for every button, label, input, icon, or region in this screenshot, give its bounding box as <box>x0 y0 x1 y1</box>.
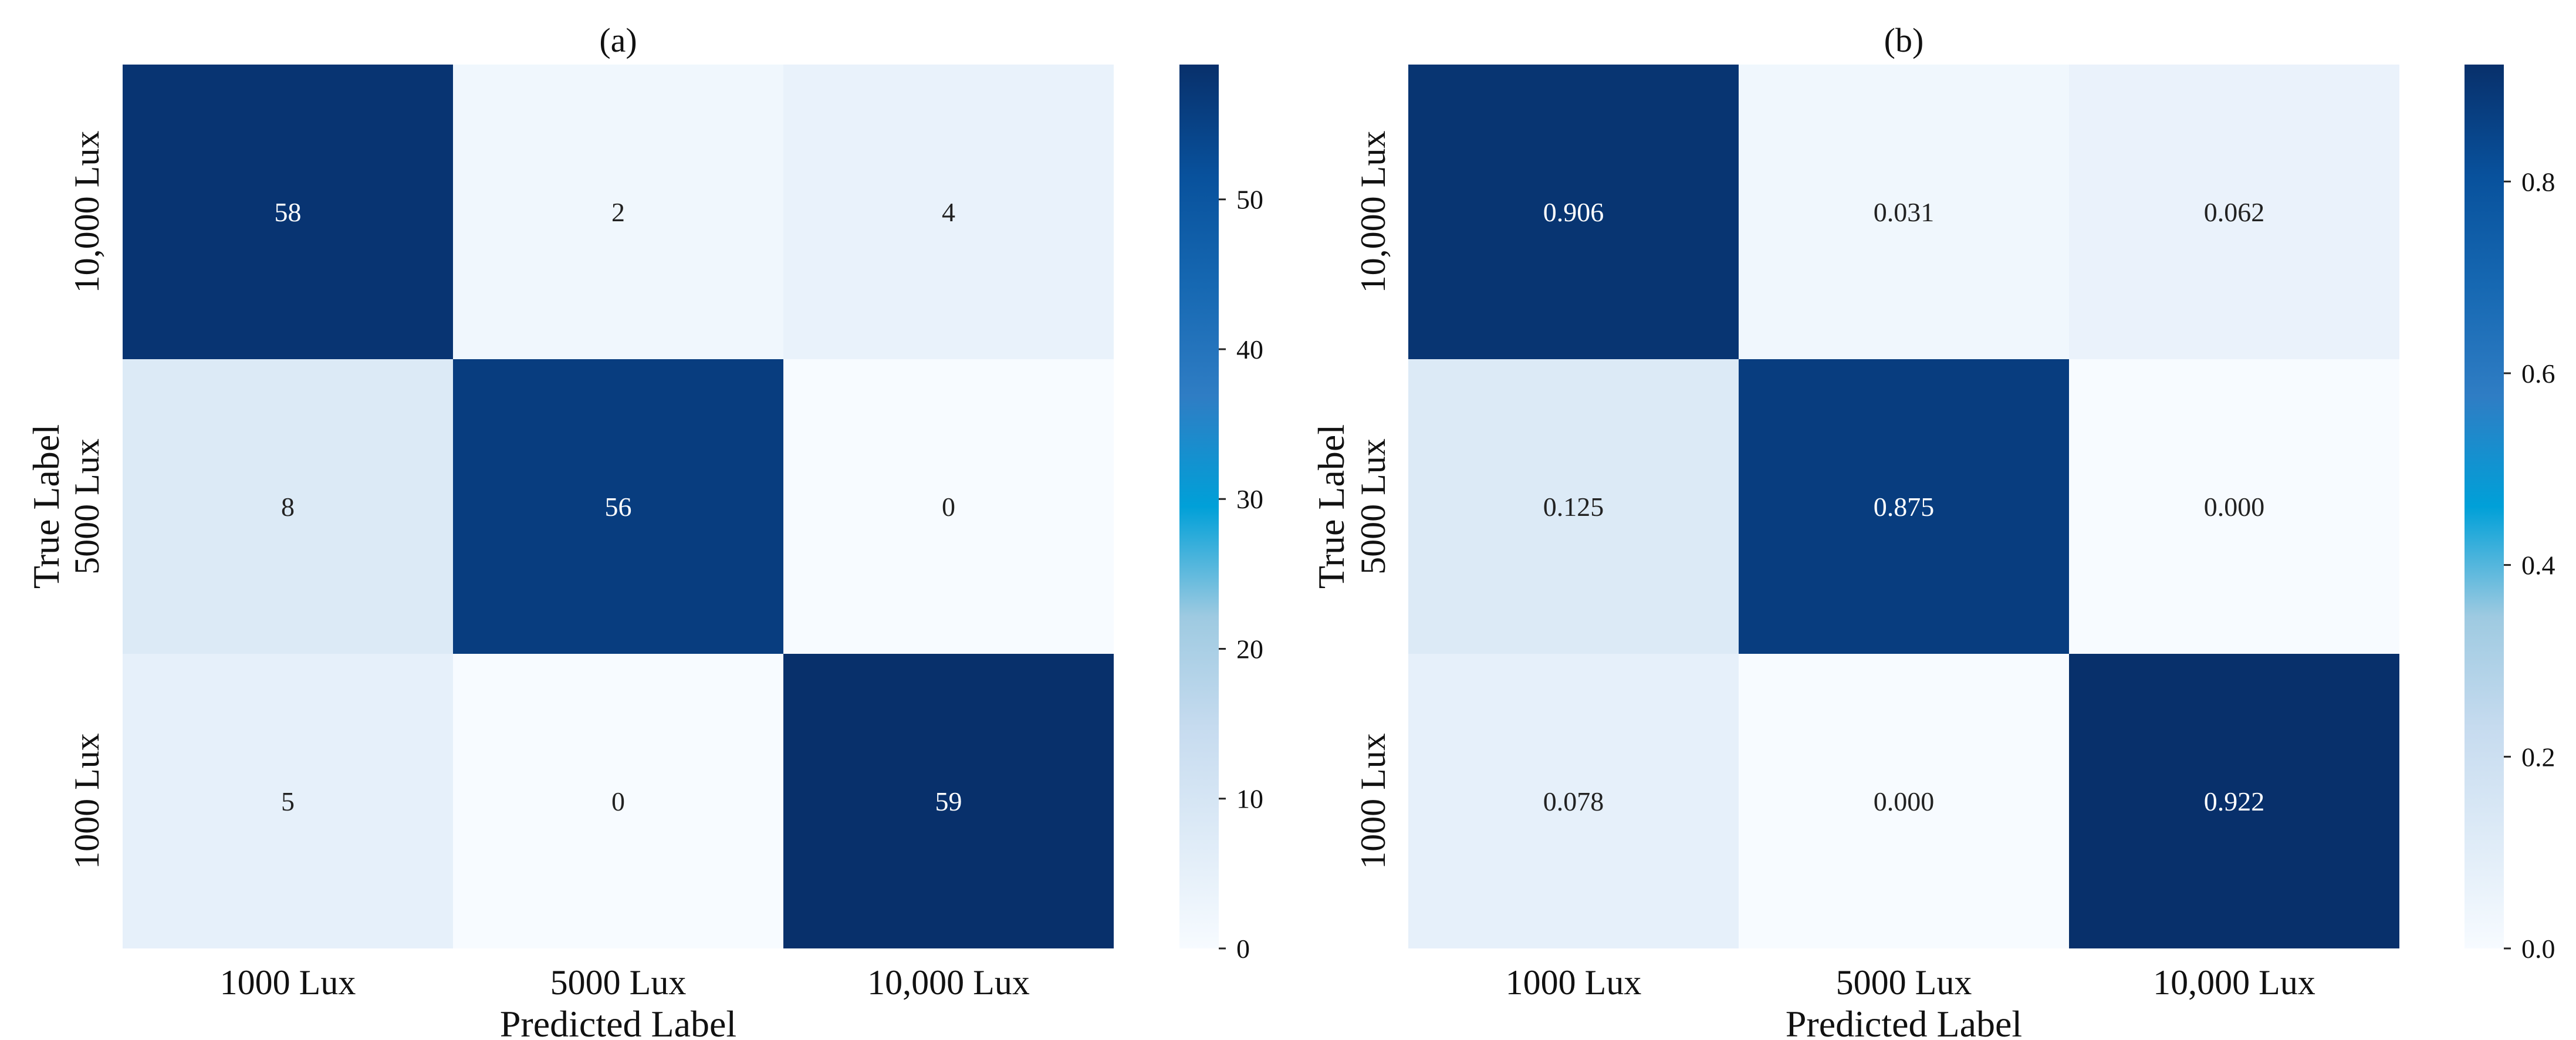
colorbar-tick-label: 20 <box>1236 634 1263 664</box>
colorbar-tick-label: 40 <box>1236 335 1263 364</box>
cell-label: 8 <box>281 492 295 522</box>
heatmap-cell <box>453 65 783 359</box>
heatmap-cell <box>1408 65 1739 359</box>
cell-label: 59 <box>935 786 962 816</box>
heatmap-cell <box>1739 359 2069 654</box>
heatmap-cell <box>2069 65 2399 359</box>
cell-label: 5 <box>281 786 295 816</box>
heatmap-cell <box>123 65 453 359</box>
heatmap-cell <box>1739 65 2069 359</box>
cell-label: 0.062 <box>2204 197 2265 227</box>
chart-title-a: (a) <box>599 21 637 59</box>
y-axis-label-b: True Label <box>1310 424 1352 589</box>
colorbar-tick-label: 0.0 <box>2521 934 2555 964</box>
x-tick-label: 1000 Lux <box>1506 963 1642 1002</box>
heatmap-cell <box>783 65 1114 359</box>
x-tick-label: 10,000 Lux <box>2153 963 2315 1002</box>
y-tick-label: 5000 Lux <box>67 438 106 575</box>
heatmap-cell <box>1408 359 1739 654</box>
heatmap-cell <box>1739 654 2069 948</box>
panel-b: (b) 0.906 0.031 0.062 0.125 0.875 0.000 0.078 0.… <box>1310 21 2555 1040</box>
colorbar-tick-label: 0 <box>1236 934 1250 964</box>
x-tick-label: 10,000 Lux <box>867 963 1030 1002</box>
y-tick-label: 10,000 Lux <box>67 131 106 293</box>
cell-label: 4 <box>942 197 955 227</box>
chart-title-b: (b) <box>1884 21 1924 59</box>
colorbar-b <box>2465 65 2504 948</box>
x-tick-label: 1000 Lux <box>220 963 356 1002</box>
colorbar-tick-label: 0.8 <box>2521 167 2555 197</box>
cell-label: 0.906 <box>1543 197 1604 227</box>
cell-label: 0.922 <box>2204 786 2265 816</box>
x-axis-label-a: Predicted Label <box>500 1003 736 1040</box>
colorbar-tick-label: 0.6 <box>2521 359 2555 389</box>
heatmap-cell <box>123 654 453 948</box>
x-tick-label: 5000 Lux <box>550 963 687 1002</box>
colorbar-tick-label: 30 <box>1236 484 1263 514</box>
heatmap-cell <box>123 359 453 654</box>
cell-label: 0.000 <box>1874 786 1935 816</box>
cell-label: 56 <box>605 492 632 522</box>
colorbar-tick-label: 0.2 <box>2521 742 2555 772</box>
y-tick-label: 1000 Lux <box>67 733 106 869</box>
colorbar-tick-label: 0.4 <box>2521 551 2555 580</box>
heatmap-cell <box>453 654 783 948</box>
y-tick-label: 1000 Lux <box>1354 733 1392 869</box>
cell-label: 58 <box>275 197 302 227</box>
x-tick-label: 5000 Lux <box>1836 963 1972 1002</box>
cell-label: 0.875 <box>1874 492 1935 522</box>
cell-label: 0.000 <box>2204 492 2265 522</box>
x-axis-label-b: Predicted Label <box>1786 1003 2022 1040</box>
heatmap-cell <box>1408 654 1739 948</box>
y-tick-label: 10,000 Lux <box>1354 131 1392 293</box>
heatmap-cell <box>2069 654 2399 948</box>
cell-label: 2 <box>611 197 625 227</box>
cell-label: 0 <box>942 492 955 522</box>
colorbar-tick-label: 10 <box>1236 784 1263 814</box>
cell-label: 0 <box>611 786 625 816</box>
y-axis-label-a: True Label <box>25 424 67 589</box>
heatmap-cell <box>2069 359 2399 654</box>
heatmap-cell <box>783 654 1114 948</box>
cell-label: 0.078 <box>1543 786 1604 816</box>
heatmap-cell <box>783 359 1114 654</box>
cell-label: 0.031 <box>1874 197 1935 227</box>
colorbar-a <box>1179 65 1219 948</box>
cell-label: 0.125 <box>1543 492 1604 522</box>
heatmap-cell <box>453 359 783 654</box>
y-tick-label: 5000 Lux <box>1354 438 1392 575</box>
colorbar-tick-label: 50 <box>1236 185 1263 215</box>
